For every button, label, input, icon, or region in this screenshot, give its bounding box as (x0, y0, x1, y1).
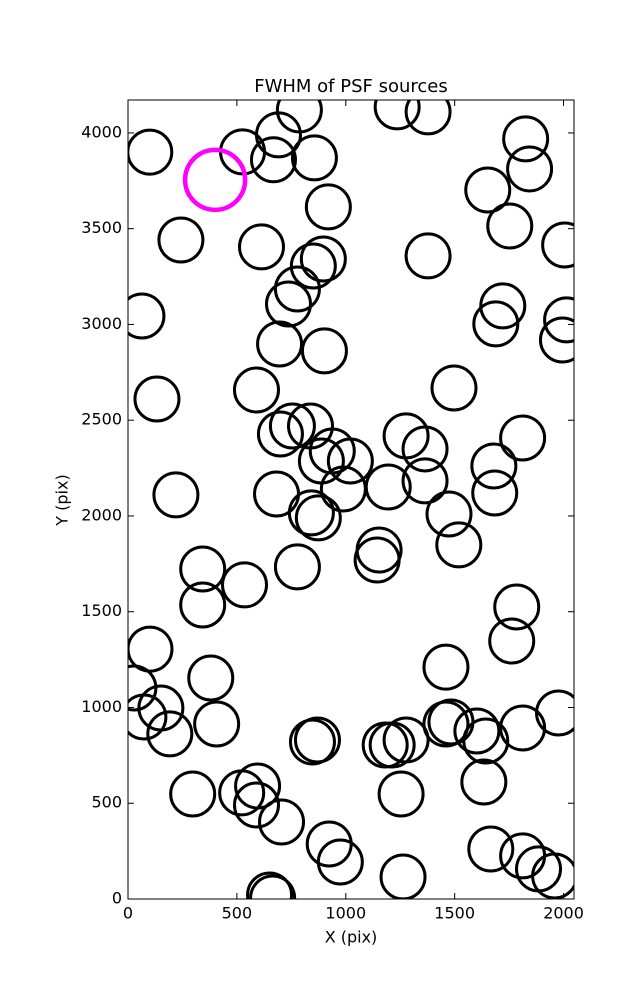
source-circle (535, 689, 574, 737)
source-circle (425, 490, 473, 538)
source-circle (133, 375, 181, 423)
source-circle (531, 852, 574, 899)
source-circle (401, 457, 449, 505)
source-circle (471, 469, 519, 517)
source-circle (273, 543, 321, 591)
plot-frame (127, 99, 575, 900)
source-circle (232, 366, 280, 414)
source-circle (404, 100, 452, 136)
source-circle (221, 561, 269, 609)
y-tick-label: 1500 (81, 601, 122, 620)
source-circle (404, 232, 452, 280)
source-circle (538, 316, 574, 364)
source-circle (453, 707, 501, 755)
source-circle (179, 581, 227, 629)
source-circle (462, 717, 510, 765)
source-circle (435, 521, 483, 569)
x-tick-label: 0 (123, 904, 133, 923)
y-tick-label: 2500 (81, 410, 122, 429)
source-circle (499, 414, 547, 462)
source-circle (182, 147, 248, 213)
source-circle (294, 494, 342, 542)
source-circle (422, 700, 470, 748)
source-circle (373, 100, 421, 131)
source-circle (486, 202, 534, 250)
source-circle (128, 693, 168, 741)
source-circle (470, 442, 518, 490)
source-circle (218, 769, 266, 817)
source-circle (467, 825, 515, 873)
source-circle (460, 758, 508, 806)
source-circle (541, 221, 574, 269)
source-circle (128, 292, 166, 340)
source-circle (256, 410, 304, 458)
y-tick-label: 4000 (81, 122, 122, 141)
x-axis-label: X (pix) (325, 928, 378, 947)
source-circle (193, 700, 241, 748)
y-tick-label: 3500 (81, 218, 122, 237)
source-circle (232, 781, 280, 829)
source-circle (128, 128, 174, 176)
source-circle (264, 280, 312, 328)
source-circle (316, 838, 364, 886)
y-tick-label: 0 (112, 889, 122, 908)
source-circle (377, 770, 425, 818)
plot-area (128, 100, 574, 899)
source-circle (169, 770, 217, 818)
source-circle (493, 583, 541, 631)
source-circle (488, 617, 536, 665)
source-circle (382, 716, 430, 764)
source-circle (401, 425, 449, 473)
source-circle (256, 320, 304, 368)
y-tick-label: 3000 (81, 314, 122, 333)
source-circle (304, 183, 352, 231)
source-circle (502, 115, 550, 163)
source-circle (187, 654, 235, 702)
x-tick-label: 1000 (325, 904, 366, 923)
source-circle (249, 874, 297, 899)
source-circle (246, 871, 294, 899)
source-circle (506, 145, 554, 193)
source-circle (290, 134, 338, 182)
y-tick-label: 2000 (81, 505, 122, 524)
source-circle (268, 402, 316, 450)
source-circle (273, 265, 321, 313)
source-circle (499, 704, 547, 752)
source-circle (543, 296, 574, 344)
source-circle (430, 364, 478, 412)
x-tick-label: 2000 (543, 904, 584, 923)
y-tick-label: 500 (91, 793, 122, 812)
source-circle (300, 327, 348, 375)
source-circle (179, 545, 227, 593)
source-circle (353, 536, 401, 584)
source-circle (157, 216, 205, 264)
source-circle (293, 716, 341, 764)
source-circle (289, 242, 337, 290)
x-tick-label: 500 (222, 904, 253, 923)
source-circle (249, 136, 297, 184)
source-circle (364, 463, 412, 511)
x-tick-label: 1500 (434, 904, 475, 923)
y-axis-label: Y (pix) (53, 474, 72, 526)
chart-title: FWHM of PSF sources (254, 76, 448, 97)
y-tick-label: 1000 (81, 697, 122, 716)
source-circle (152, 471, 200, 519)
source-circle (258, 798, 306, 846)
source-circle (326, 437, 374, 485)
source-circle (472, 300, 520, 348)
source-circle (422, 643, 470, 691)
source-circle (275, 100, 323, 134)
source-circle (464, 166, 512, 214)
source-circle (299, 235, 347, 283)
source-circle (146, 710, 194, 758)
source-circle (237, 223, 285, 271)
source-circle (287, 489, 335, 537)
